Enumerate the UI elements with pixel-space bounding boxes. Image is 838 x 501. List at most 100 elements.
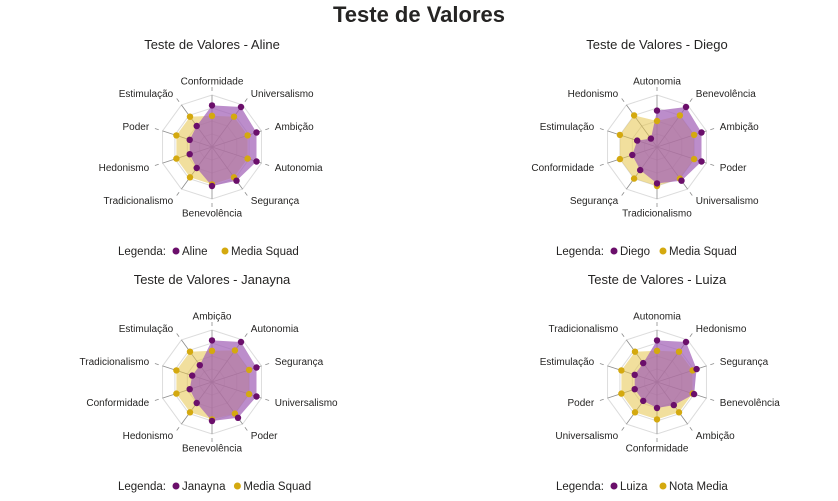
data-point-luiza-conformidade (653, 404, 661, 412)
radar-svg: Teste de Valores - Aline Conformidade Univ… (99, 37, 323, 258)
axis-label-conformidade: Conformidade (86, 398, 149, 409)
legend-entry-media-squad: Media Squad (669, 246, 737, 258)
axis-label-universalismo: Universalismo (275, 398, 338, 409)
axis-label-benevolencia: Benevolência (720, 398, 780, 409)
data-point-nota-media-tradicionalismo (631, 348, 639, 355)
data-point-diego-ambicao (698, 129, 705, 136)
leader-line-1 (689, 98, 693, 102)
data-point-media-squad-hedonismo (173, 155, 180, 162)
data-point-media-squad-conformidade (208, 112, 216, 120)
chart-title: Teste de Valores - Diego (586, 37, 727, 52)
data-point-diego-poder (698, 158, 705, 165)
leader-line-7 (599, 398, 604, 401)
leader-line-4 (689, 427, 693, 431)
leader-line-6 (621, 192, 625, 196)
data-point-janayna-hedonismo (193, 399, 200, 407)
radar-chart-diego: Teste de Valores - Diego Autonomia Benevol… (445, 30, 838, 266)
data-point-media-squad-ambicao (208, 347, 216, 354)
data-point-luiza-tradicionalismo (640, 359, 647, 367)
leader-line-7 (154, 398, 159, 401)
data-point-media-squad-estimulacao (186, 348, 194, 355)
legend-entry-aline: Aline (182, 246, 208, 258)
data-point-nota-media-autonomia (653, 347, 661, 354)
leader-line-3 (265, 398, 270, 401)
data-point-media-squad-estimulacao (616, 131, 624, 139)
axis-label-benevolencia: Benevolência (696, 89, 756, 100)
data-point-aline-poder (186, 136, 193, 143)
legend-marker-janayna (172, 482, 180, 490)
leader-line-6 (176, 427, 180, 431)
axis-label-conformidade: Conformidade (531, 163, 594, 174)
legend-entry-diego: Diego (620, 246, 650, 258)
data-point-luiza-estimulacao (631, 371, 638, 378)
legend-entry-nota-media: Nota Media (669, 481, 728, 493)
legend-label: Legenda: (556, 246, 604, 258)
axis-label-hedonismo: Hedonismo (123, 431, 174, 442)
leader-line-4 (689, 192, 693, 196)
data-point-aline-conformidade (208, 102, 216, 109)
data-point-aline-benevolencia (208, 182, 216, 190)
leader-line-8 (599, 363, 604, 366)
data-point-nota-media-estimulacao (618, 367, 625, 374)
radar-chart-luiza: Teste de Valores - Luiza Autonomia Hedonis… (445, 265, 838, 501)
data-point-media-squad-conformidade (616, 155, 624, 163)
axis-label-estimulacao: Estimulação (119, 89, 174, 100)
data-point-media-squad-autonomia (244, 155, 251, 162)
data-point-janayna-ambicao (208, 337, 216, 344)
chart-title: Teste de Valores - Aline (144, 37, 280, 52)
axis-label-tradicionalismo: Tradicionalismo (549, 324, 619, 335)
leader-line-8 (599, 128, 604, 131)
leader-line-9 (176, 98, 180, 102)
data-point-diego-tradicionalismo (653, 180, 661, 187)
data-point-aline-estimulacao (193, 122, 200, 130)
series-area-janayna (189, 340, 257, 421)
leader-line-8 (154, 363, 159, 366)
axis-label-ambicao: Ambição (193, 312, 232, 323)
data-point-media-squad-ambicao (690, 131, 698, 139)
radar-chart-aline: Teste de Valores - Aline Conformidade Univ… (0, 30, 419, 266)
series-area-aline (189, 105, 257, 186)
legend-entry-media-squad: Media Squad (231, 246, 299, 258)
leader-line-2 (710, 128, 715, 131)
data-point-luiza-poder (631, 386, 638, 393)
legend-entry-media-squad: Media Squad (243, 481, 311, 493)
radar-chart-janayna: Teste de Valores - Janayna Ambição Autonom… (0, 265, 419, 501)
legend-marker-media-squad (659, 247, 667, 255)
axis-label-seguranca: Segurança (251, 196, 300, 207)
leader-line-1 (689, 333, 693, 337)
data-point-janayna-estimulacao (196, 362, 203, 369)
data-point-media-squad-estimulacao (186, 113, 194, 120)
data-point-janayna-poder (234, 414, 242, 421)
data-point-luiza-seguranca (693, 365, 700, 373)
axis-label-autonomia: Autonomia (251, 324, 299, 335)
leader-line-3 (710, 398, 715, 401)
chart-title: Teste de Valores - Janayna (134, 272, 291, 287)
data-point-aline-hedonismo (186, 151, 193, 158)
axis-label-benevolencia: Benevolência (182, 444, 242, 455)
axis-label-tradicionalismo: Tradicionalismo (622, 209, 692, 220)
data-point-janayna-tradicionalismo (189, 372, 196, 379)
radar-svg: Teste de Valores - Diego Autonomia Benevol… (531, 37, 759, 258)
legend-entry-luiza: Luiza (620, 481, 648, 493)
data-point-janayna-universalismo (253, 393, 260, 400)
legend-label: Legenda: (118, 246, 166, 258)
data-point-media-squad-seguranca (245, 366, 253, 374)
leader-line-7 (154, 163, 159, 166)
axis-label-autonomia: Autonomia (633, 77, 681, 88)
data-point-diego-benevolencia (682, 103, 690, 111)
data-point-nota-media-ambicao (675, 409, 683, 416)
data-point-luiza-ambicao (670, 401, 677, 409)
data-point-media-squad-autonomia (231, 347, 239, 354)
axis-label-ambicao: Ambição (720, 122, 759, 133)
leader-line-6 (176, 192, 180, 196)
legend-label: Legenda: (118, 481, 166, 493)
axis-label-ambicao: Ambição (275, 122, 314, 133)
axis-label-universalismo: Universalismo (251, 89, 314, 100)
leader-line-4 (244, 427, 248, 431)
legend-marker-media-squad (221, 247, 229, 255)
leader-line-2 (710, 363, 715, 366)
axis-label-poder: Poder (568, 398, 595, 409)
data-point-media-squad-conformidade (173, 390, 180, 397)
axis-label-conformidade: Conformidade (626, 444, 689, 455)
data-point-luiza-universalismo (640, 397, 647, 405)
